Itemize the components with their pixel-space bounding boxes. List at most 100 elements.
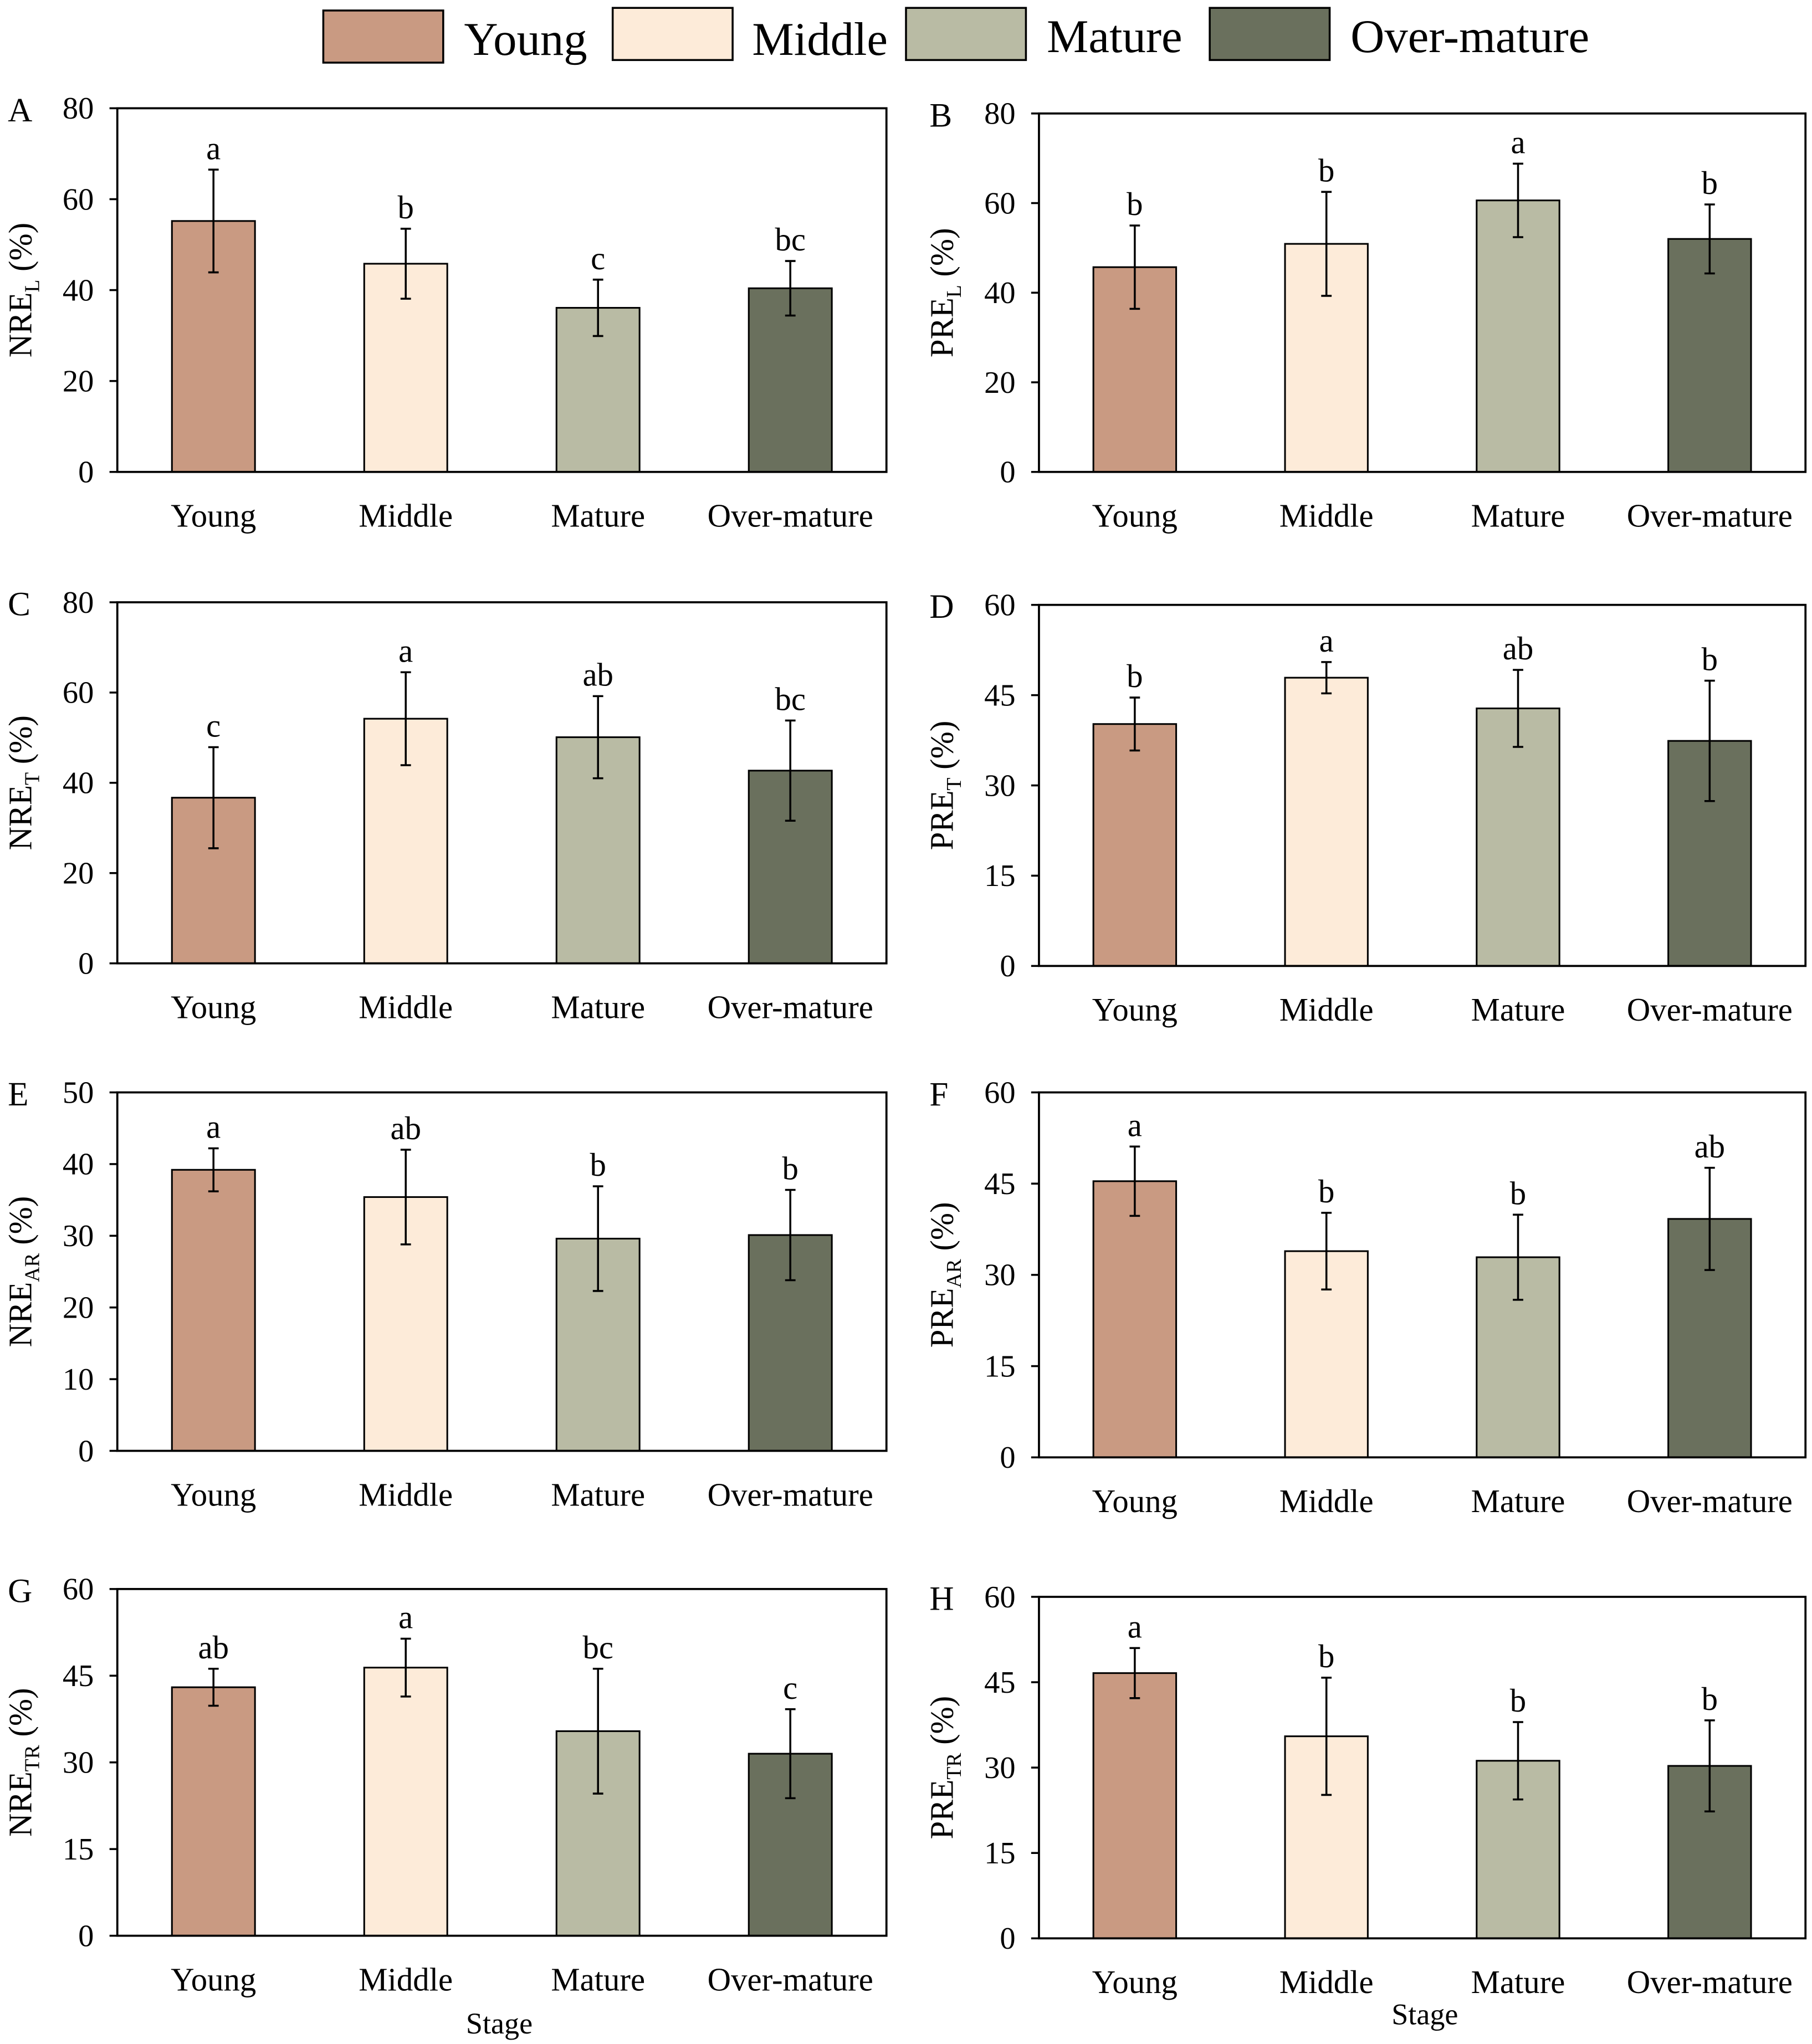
- y-tick-label: 30: [984, 769, 1015, 803]
- y-axis-title-unit: (%): [2, 1688, 38, 1745]
- panel-c: C 0 20 40 60 80 NRET (%) c Young a Middle ab Mature b…: [2, 586, 888, 1025]
- x-tick-label: Middle: [359, 989, 453, 1025]
- y-tick-label: 80: [63, 586, 94, 620]
- panel-letter: G: [8, 1572, 32, 1610]
- x-tick-label: Mature: [1471, 1964, 1565, 2000]
- legend-label-mature: Mature: [1047, 11, 1183, 63]
- y-axis-title-main: PRE: [924, 298, 960, 357]
- x-tick-label: Over-mature: [708, 498, 873, 534]
- x-tick-label: Middle: [359, 1961, 453, 1997]
- y-tick-label: 45: [984, 1167, 1015, 1201]
- y-tick-label: 0: [1000, 949, 1015, 983]
- y-tick-label: 15: [984, 1349, 1015, 1384]
- y-axis-title-subscript: L: [943, 285, 966, 298]
- y-tick-label: 20: [63, 1291, 94, 1325]
- bar-young: [171, 1686, 256, 1937]
- x-tick-label: Young: [171, 989, 256, 1025]
- y-tick-label: 40: [984, 276, 1015, 310]
- bar-over-mature: [1667, 238, 1752, 473]
- x-tick-label: Middle: [1279, 1483, 1374, 1519]
- significance-letter: b: [1127, 658, 1143, 694]
- significance-letter: ab: [1503, 631, 1534, 667]
- y-axis-title-subscript: TR: [943, 1753, 966, 1780]
- legend-swatch-over-mature: [1209, 7, 1331, 62]
- x-tick-label: Over-mature: [708, 989, 873, 1025]
- significance-letter: bc: [582, 1630, 613, 1666]
- significance-letter: c: [206, 708, 221, 744]
- legend-swatch-mature: [905, 7, 1027, 62]
- x-tick-label: Mature: [1471, 498, 1565, 534]
- y-axis-title-subscript: AR: [21, 1253, 44, 1282]
- y-tick-label: 30: [984, 1751, 1015, 1785]
- y-tick-label: 60: [63, 182, 94, 217]
- bar-young: [1092, 1180, 1178, 1458]
- y-tick-label: 30: [63, 1746, 94, 1780]
- significance-letter: c: [591, 240, 605, 276]
- panel-letter: F: [929, 1075, 948, 1113]
- y-axis-title: PRETR (%): [924, 1696, 966, 1840]
- x-tick-label: Mature: [551, 1477, 645, 1513]
- significance-letter: b: [1318, 1174, 1334, 1210]
- significance-letter: c: [783, 1670, 797, 1706]
- significance-letter: ab: [198, 1630, 228, 1666]
- x-axis-title-right: Stage: [1391, 1998, 1458, 2031]
- x-tick-label: Young: [171, 1477, 256, 1513]
- y-tick-label: 30: [984, 1258, 1015, 1293]
- x-tick-label: Young: [171, 498, 256, 534]
- y-tick-label: 0: [1000, 1441, 1015, 1475]
- y-axis-title-unit: (%): [924, 1202, 960, 1259]
- significance-letter: b: [1510, 1175, 1526, 1211]
- y-tick-label: 40: [63, 766, 94, 801]
- x-tick-label: Middle: [1279, 992, 1374, 1028]
- y-tick-label: 10: [63, 1362, 94, 1397]
- significance-letter: b: [1702, 165, 1718, 201]
- y-tick-label: 0: [78, 1919, 94, 1953]
- significance-letter: ab: [390, 1110, 421, 1146]
- panel-h: H 0 15 30 45 60 PRETR (%) a Young b Middle b Mature b…: [924, 1580, 1807, 2000]
- y-axis-title: NREL (%): [2, 223, 44, 357]
- panel-letter: A: [8, 91, 32, 129]
- plot-frame: [1038, 112, 1807, 473]
- x-tick-label: Over-mature: [1627, 1964, 1793, 2000]
- y-tick-label: 45: [984, 678, 1015, 713]
- legend-label-over-mature: Over-mature: [1350, 11, 1589, 63]
- x-tick-label: Over-mature: [1627, 1483, 1793, 1519]
- legend-label-middle: Middle: [752, 14, 888, 65]
- panel-a: A 0 20 40 60 80 NREL (%) a Young b Middle c Mature bc…: [2, 91, 888, 534]
- x-tick-label: Mature: [1471, 992, 1565, 1028]
- y-axis-title-unit: (%): [2, 1196, 38, 1253]
- y-tick-label: 60: [63, 1572, 94, 1607]
- panel-e: E 0 10 20 30 40 50 NREAR (%) a Young ab Middle b Matu…: [2, 1075, 888, 1513]
- x-tick-label: Mature: [1471, 1483, 1565, 1519]
- plot-frame: [116, 107, 888, 473]
- x-tick-label: Middle: [359, 1477, 453, 1513]
- panel-letter: E: [8, 1075, 28, 1113]
- x-tick-label: Young: [1092, 992, 1178, 1028]
- x-tick-label: Over-mature: [1627, 992, 1793, 1028]
- bar-young: [1092, 723, 1178, 967]
- x-axis-title-left: Stage: [466, 2007, 533, 2040]
- y-axis-title-main: PRE: [924, 1288, 960, 1348]
- x-tick-label: Mature: [551, 989, 645, 1025]
- significance-letter: a: [1511, 125, 1525, 161]
- y-axis-title: NRET (%): [2, 715, 44, 850]
- x-tick-label: Young: [1092, 1483, 1178, 1519]
- x-tick-label: Over-mature: [1627, 498, 1793, 534]
- significance-letter: b: [1702, 1681, 1718, 1717]
- bar-young: [171, 1169, 256, 1452]
- significance-letter: bc: [775, 222, 806, 258]
- significance-letter: b: [398, 189, 414, 226]
- significance-letter: a: [398, 633, 413, 669]
- bar-middle: [1284, 677, 1369, 967]
- x-tick-label: Over-mature: [708, 1961, 873, 1997]
- y-tick-label: 45: [984, 1666, 1015, 1700]
- y-tick-label: 60: [984, 1580, 1015, 1615]
- panel-letter: H: [929, 1580, 954, 1617]
- bar-young: [1092, 1672, 1178, 1939]
- plot-frame: [116, 1091, 888, 1452]
- significance-letter: a: [1128, 1609, 1142, 1645]
- significance-letter: b: [1318, 152, 1334, 188]
- x-tick-label: Young: [171, 1961, 256, 1997]
- y-tick-label: 45: [63, 1659, 94, 1693]
